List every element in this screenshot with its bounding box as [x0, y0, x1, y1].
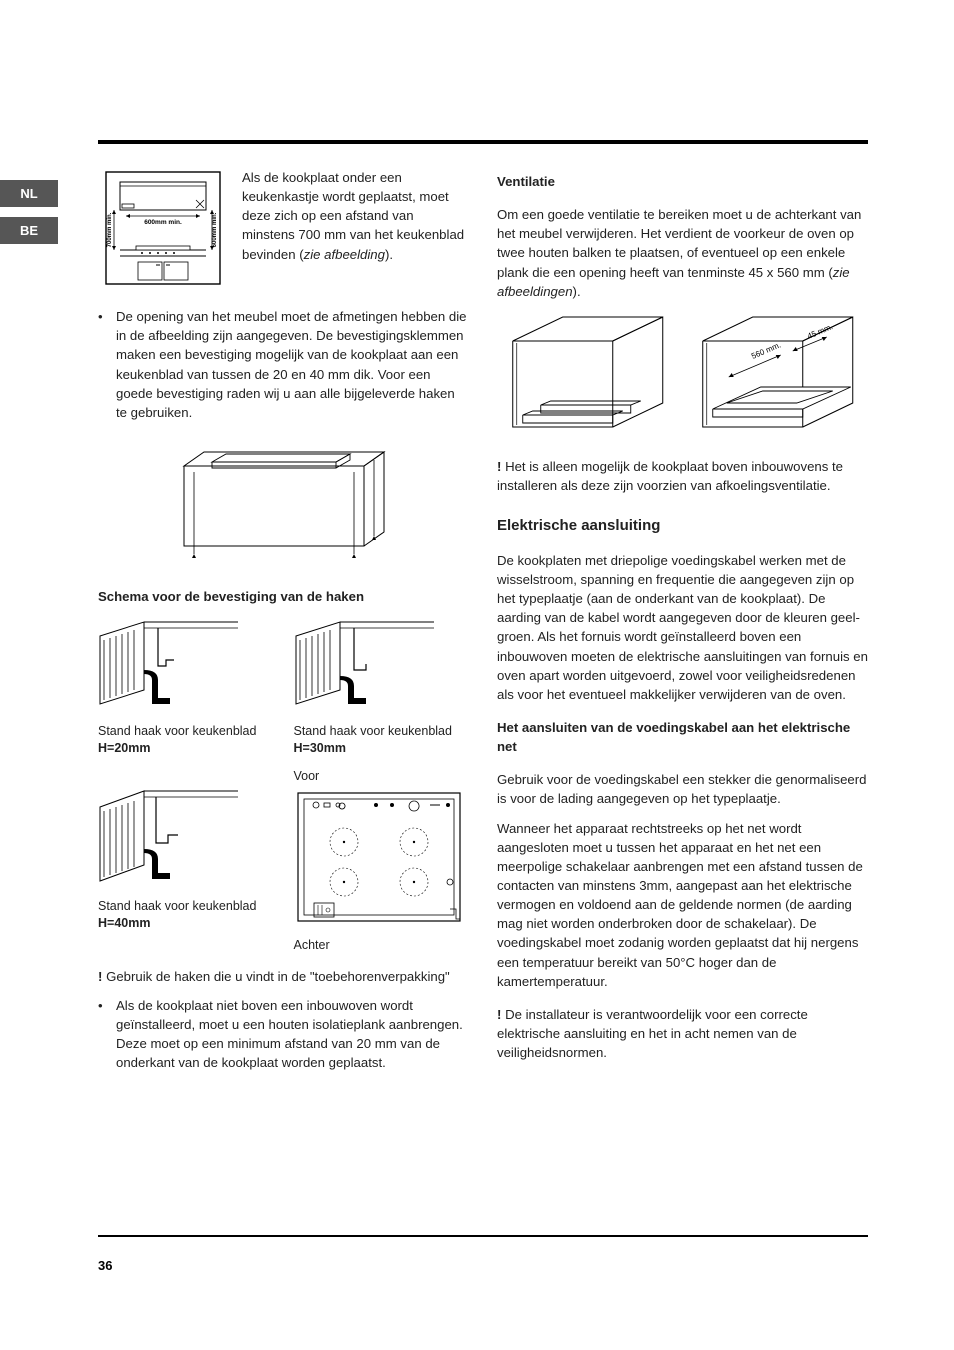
warn3-pre: ! — [497, 1007, 505, 1022]
bullet2-text: Als de kookplaat niet boven een inbouwov… — [116, 996, 469, 1073]
page-number: 36 — [98, 1258, 112, 1273]
svg-text:45 mm.: 45 mm. — [806, 322, 834, 341]
intro-post: ). — [385, 247, 393, 262]
bottom-rule — [98, 1235, 868, 1237]
voor-label: Voor — [294, 767, 470, 785]
elek-p3: Wanneer het apparaat rechtstreeks op het… — [497, 819, 868, 991]
intro-text: Als de kookplaat onder een keukenkastje … — [242, 168, 469, 293]
schema-heading: Schema voor de bevestiging van de haken — [98, 587, 469, 606]
h30-caption-b: H=30mm — [294, 741, 346, 755]
bullet1-text: De opening van het meubel moet de afmeti… — [116, 307, 469, 422]
cabinet-clearance-figure: 600mm min. 700mm min. 600mm min. — [98, 168, 228, 293]
hook-h30-figure: Stand haak voor keukenblad H=30mm — [294, 620, 470, 757]
bullet-dot2: • — [98, 996, 116, 1073]
warn2: ! Het is alleen mogelijk de kookplaat bo… — [497, 457, 868, 495]
hook-h40-figure: Stand haak voor keukenblad H=40mm — [98, 767, 274, 956]
lang-tag-nl: NL — [0, 180, 58, 207]
vent-paragraph: Om een goede ventilatie te bereiken moet… — [497, 205, 868, 301]
h40-caption-b: H=40mm — [98, 916, 150, 930]
countertop-schema-figure — [98, 436, 469, 571]
svg-text:600mm min.: 600mm min. — [212, 212, 218, 247]
h20-caption-b: H=20mm — [98, 741, 150, 755]
hob-bottom-figure: Voor — [294, 767, 470, 956]
sub-heading: Het aansluiten van de voedingskabel aan … — [497, 718, 868, 756]
warn3-text: De installateur is verantwoordelijk voor… — [497, 1007, 808, 1060]
svg-text:700mm min.: 700mm min. — [107, 212, 113, 247]
intro-italic: zie afbeelding — [304, 247, 385, 262]
top-rule — [98, 140, 868, 144]
right-column: Ventilatie Om een goede ventilatie te be… — [497, 168, 868, 1086]
achter-label: Achter — [294, 936, 470, 954]
lang-tag-be: BE — [0, 217, 58, 244]
svg-text:600mm min.: 600mm min. — [144, 219, 182, 226]
hook-h20-figure: Stand haak voor keukenblad H=20mm — [98, 620, 274, 757]
vent-heading: Ventilatie — [497, 172, 868, 191]
warn2-pre: ! — [497, 459, 505, 474]
warn1-pre: ! — [98, 969, 106, 984]
ventilation-figures: 560 mm. 45 mm. — [497, 311, 868, 441]
warn3: ! De installateur is verantwoordelijk vo… — [497, 1005, 868, 1062]
warn1-text: Gebruik de haken die u vindt in de "toeb… — [106, 969, 450, 984]
elek-heading: Elektrische aansluiting — [497, 515, 868, 537]
warn2-text: Het is alleen mogelijk de kookplaat bove… — [497, 459, 843, 493]
bullet-dot: • — [98, 307, 116, 422]
elek-p1: De kookplaten met driepolige voedingskab… — [497, 551, 868, 704]
h30-caption-pre: Stand haak voor keukenblad — [294, 724, 452, 738]
h20-caption-pre: Stand haak voor keukenblad — [98, 724, 256, 738]
h40-caption-pre: Stand haak voor keukenblad — [98, 899, 256, 913]
warn1: ! Gebruik de haken die u vindt in de "to… — [98, 967, 469, 986]
vent-p-pre: Om een goede ventilatie te bereiken moet… — [497, 207, 861, 279]
vent-p-post: ). — [573, 284, 581, 299]
left-column: 600mm min. 700mm min. 600mm min. Als de … — [98, 168, 469, 1086]
elek-p2: Gebruik voor de voedingskabel een stekke… — [497, 770, 868, 808]
